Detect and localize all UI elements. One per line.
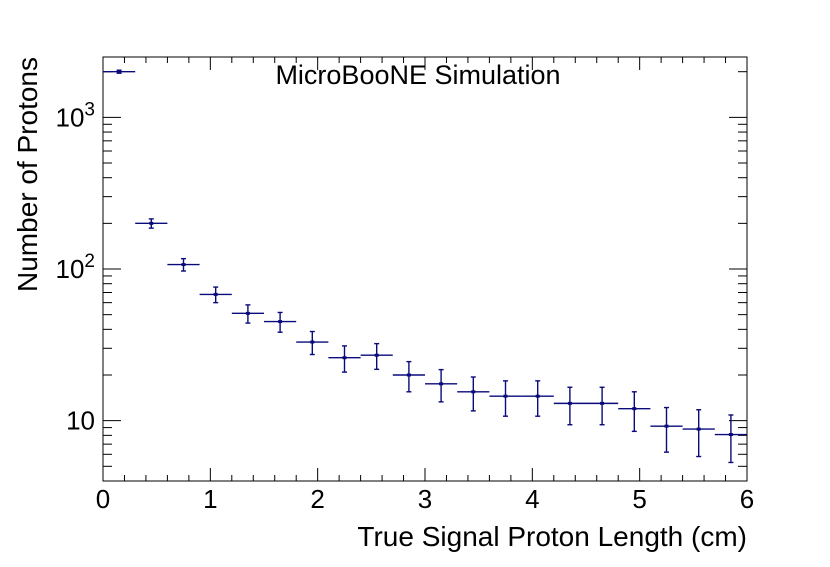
point-marker	[632, 407, 637, 411]
data-point	[457, 376, 490, 412]
data-point	[264, 311, 297, 333]
y-tick-label-exponent: 2	[84, 251, 95, 272]
y-tick-label: 103	[56, 99, 96, 132]
x-tick-label: 6	[740, 484, 754, 514]
data-point	[618, 391, 651, 433]
point-marker	[503, 394, 508, 398]
x-axis-label: True Signal Proton Length (cm)	[357, 521, 747, 552]
point-marker	[728, 433, 733, 437]
x-tick-label: 1	[203, 484, 217, 514]
y-tick-label-base: 10	[56, 102, 85, 132]
x-tick-label: 5	[632, 484, 646, 514]
data-point	[489, 380, 522, 417]
x-tick-label: 0	[96, 484, 110, 514]
data-point	[521, 380, 554, 417]
point-marker	[471, 390, 476, 394]
y-axis-label: Number of Protons	[12, 57, 43, 292]
y-tick-label-exponent: 3	[84, 99, 95, 120]
point-marker	[245, 311, 250, 315]
x-tick-label: 4	[525, 484, 539, 514]
data-point	[231, 304, 264, 324]
point-marker	[406, 373, 411, 377]
point-marker	[664, 424, 669, 428]
data-point	[586, 386, 619, 426]
chart-title: MicroBooNE Simulation	[275, 60, 560, 90]
point-marker	[213, 292, 218, 296]
x-tick-label: 2	[310, 484, 324, 514]
data-point	[103, 69, 136, 74]
y-tick-label: 10	[66, 406, 95, 436]
data-point	[199, 286, 232, 304]
point-marker	[600, 401, 605, 405]
data-point	[296, 330, 329, 356]
data-point	[392, 360, 425, 393]
point-marker	[149, 221, 154, 225]
data-points	[103, 69, 747, 464]
axis-ticks	[102, 57, 748, 482]
data-point	[553, 386, 586, 426]
data-point	[135, 218, 168, 229]
point-marker	[117, 70, 122, 74]
x-tick-label: 3	[418, 484, 432, 514]
y-tick-label-base: 10	[56, 254, 85, 284]
data-point	[650, 406, 683, 453]
point-marker	[439, 382, 444, 386]
point-marker	[567, 401, 572, 405]
point-marker	[342, 356, 347, 360]
point-marker	[310, 340, 315, 344]
plot-frame	[102, 56, 748, 482]
point-marker	[374, 353, 379, 357]
y-tick-label: 102	[56, 251, 96, 284]
data-point	[328, 345, 361, 373]
data-point	[682, 409, 715, 458]
point-marker	[535, 394, 540, 398]
point-marker	[696, 427, 701, 431]
data-point	[714, 414, 747, 464]
data-point	[425, 368, 458, 403]
y-tick-label-base: 10	[66, 406, 95, 436]
point-marker	[181, 263, 186, 267]
data-point	[167, 257, 200, 272]
data-point	[360, 342, 393, 371]
point-marker	[278, 320, 283, 324]
